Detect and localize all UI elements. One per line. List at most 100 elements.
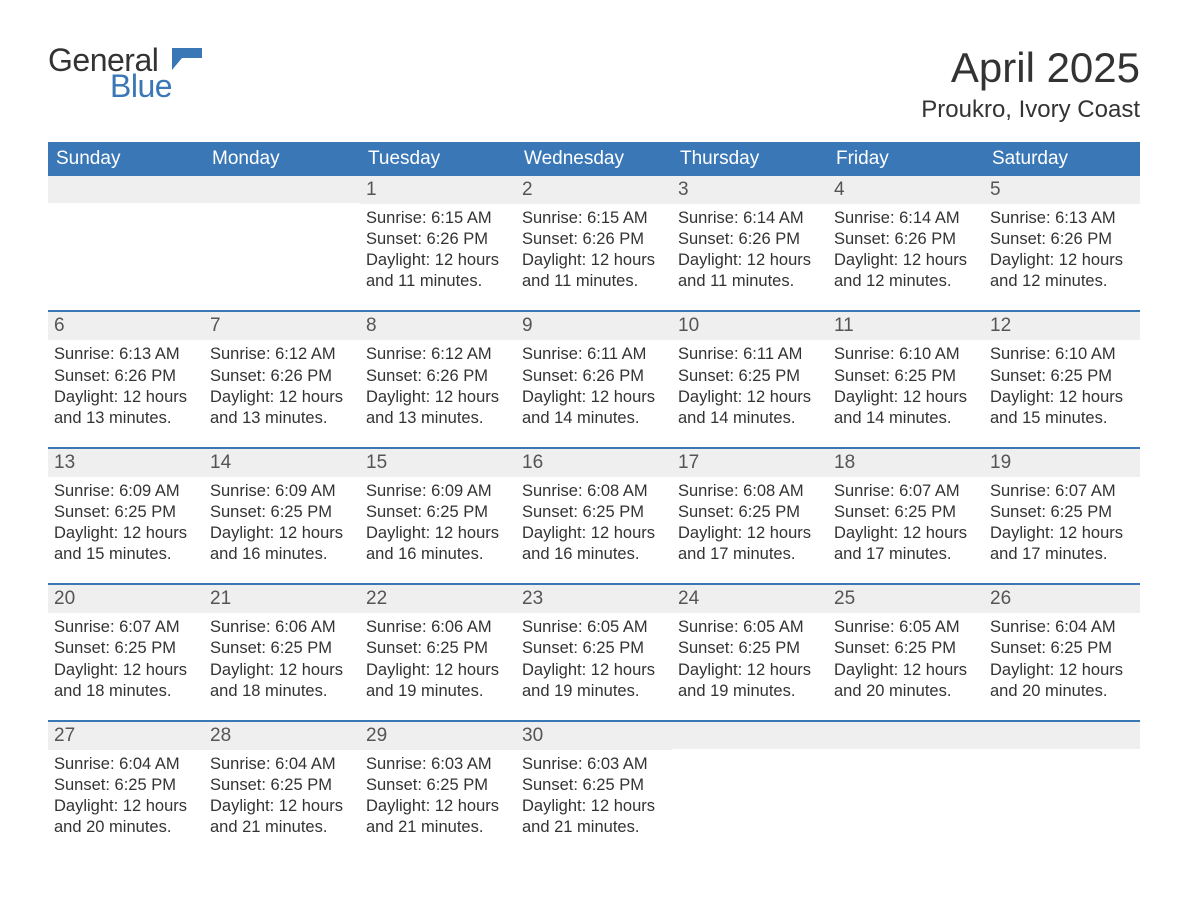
calendar-header-row: Sunday Monday Tuesday Wednesday Thursday…	[48, 142, 1140, 176]
sunset-text: Sunset: 6:26 PM	[834, 229, 978, 250]
day-details: Sunrise: 6:10 AMSunset: 6:25 PMDaylight:…	[828, 340, 984, 430]
calendar-day-cell: 24Sunrise: 6:05 AMSunset: 6:25 PMDayligh…	[672, 585, 828, 703]
day-number: 11	[828, 312, 984, 340]
sunrise-text: Sunrise: 6:03 AM	[366, 754, 510, 775]
sunrise-text: Sunrise: 6:07 AM	[834, 481, 978, 502]
sunrise-text: Sunrise: 6:15 AM	[522, 208, 666, 229]
sunrise-text: Sunrise: 6:07 AM	[990, 481, 1134, 502]
sunset-text: Sunset: 6:25 PM	[210, 502, 354, 523]
flag-icon	[172, 48, 206, 79]
sunset-text: Sunset: 6:25 PM	[522, 502, 666, 523]
daylight-text: Daylight: 12 hours and 17 minutes.	[834, 523, 978, 565]
dayname-friday: Friday	[828, 142, 984, 176]
sunrise-text: Sunrise: 6:15 AM	[366, 208, 510, 229]
day-number	[984, 722, 1140, 749]
sunset-text: Sunset: 6:25 PM	[366, 638, 510, 659]
day-number: 15	[360, 449, 516, 477]
day-details: Sunrise: 6:09 AMSunset: 6:25 PMDaylight:…	[48, 477, 204, 567]
day-details: Sunrise: 6:04 AMSunset: 6:25 PMDaylight:…	[204, 750, 360, 840]
day-number: 26	[984, 585, 1140, 613]
day-number: 6	[48, 312, 204, 340]
calendar-day-cell: 11Sunrise: 6:10 AMSunset: 6:25 PMDayligh…	[828, 312, 984, 430]
calendar-day-cell: 20Sunrise: 6:07 AMSunset: 6:25 PMDayligh…	[48, 585, 204, 703]
calendar-day-cell: 16Sunrise: 6:08 AMSunset: 6:25 PMDayligh…	[516, 449, 672, 567]
daylight-text: Daylight: 12 hours and 12 minutes.	[990, 250, 1134, 292]
calendar-day-cell: 6Sunrise: 6:13 AMSunset: 6:26 PMDaylight…	[48, 312, 204, 430]
sunset-text: Sunset: 6:26 PM	[54, 366, 198, 387]
calendar-day-cell: 26Sunrise: 6:04 AMSunset: 6:25 PMDayligh…	[984, 585, 1140, 703]
day-details: Sunrise: 6:05 AMSunset: 6:25 PMDaylight:…	[828, 613, 984, 703]
daylight-text: Daylight: 12 hours and 13 minutes.	[210, 387, 354, 429]
day-number: 16	[516, 449, 672, 477]
day-number: 25	[828, 585, 984, 613]
day-number: 20	[48, 585, 204, 613]
daylight-text: Daylight: 12 hours and 16 minutes.	[522, 523, 666, 565]
calendar-grid: Sunday Monday Tuesday Wednesday Thursday…	[48, 142, 1140, 840]
calendar-day-cell: 10Sunrise: 6:11 AMSunset: 6:25 PMDayligh…	[672, 312, 828, 430]
day-number	[204, 176, 360, 203]
daylight-text: Daylight: 12 hours and 18 minutes.	[54, 660, 198, 702]
day-number: 18	[828, 449, 984, 477]
sunrise-text: Sunrise: 6:05 AM	[678, 617, 822, 638]
sunrise-text: Sunrise: 6:14 AM	[678, 208, 822, 229]
sunset-text: Sunset: 6:25 PM	[834, 502, 978, 523]
day-number: 29	[360, 722, 516, 750]
day-details: Sunrise: 6:06 AMSunset: 6:25 PMDaylight:…	[204, 613, 360, 703]
calendar-day-cell	[204, 176, 360, 294]
day-details: Sunrise: 6:10 AMSunset: 6:25 PMDaylight:…	[984, 340, 1140, 430]
calendar-day-cell	[48, 176, 204, 294]
sunrise-text: Sunrise: 6:13 AM	[54, 344, 198, 365]
dayname-monday: Monday	[204, 142, 360, 176]
sunrise-text: Sunrise: 6:04 AM	[210, 754, 354, 775]
daylight-text: Daylight: 12 hours and 11 minutes.	[678, 250, 822, 292]
day-details: Sunrise: 6:07 AMSunset: 6:25 PMDaylight:…	[828, 477, 984, 567]
location-subtitle: Proukro, Ivory Coast	[921, 96, 1140, 124]
day-number: 7	[204, 312, 360, 340]
daylight-text: Daylight: 12 hours and 21 minutes.	[522, 796, 666, 838]
calendar-day-cell: 8Sunrise: 6:12 AMSunset: 6:26 PMDaylight…	[360, 312, 516, 430]
daylight-text: Daylight: 12 hours and 14 minutes.	[522, 387, 666, 429]
sunrise-text: Sunrise: 6:09 AM	[54, 481, 198, 502]
day-details: Sunrise: 6:06 AMSunset: 6:25 PMDaylight:…	[360, 613, 516, 703]
sunset-text: Sunset: 6:25 PM	[54, 775, 198, 796]
day-details: Sunrise: 6:13 AMSunset: 6:26 PMDaylight:…	[48, 340, 204, 430]
day-details: Sunrise: 6:03 AMSunset: 6:25 PMDaylight:…	[360, 750, 516, 840]
calendar-day-cell: 29Sunrise: 6:03 AMSunset: 6:25 PMDayligh…	[360, 722, 516, 840]
daylight-text: Daylight: 12 hours and 21 minutes.	[210, 796, 354, 838]
sunset-text: Sunset: 6:25 PM	[210, 638, 354, 659]
daylight-text: Daylight: 12 hours and 20 minutes.	[990, 660, 1134, 702]
calendar-day-cell: 13Sunrise: 6:09 AMSunset: 6:25 PMDayligh…	[48, 449, 204, 567]
day-details: Sunrise: 6:12 AMSunset: 6:26 PMDaylight:…	[204, 340, 360, 430]
dayname-wednesday: Wednesday	[516, 142, 672, 176]
sunrise-text: Sunrise: 6:13 AM	[990, 208, 1134, 229]
calendar-day-cell: 3Sunrise: 6:14 AMSunset: 6:26 PMDaylight…	[672, 176, 828, 294]
day-number: 1	[360, 176, 516, 204]
daylight-text: Daylight: 12 hours and 15 minutes.	[990, 387, 1134, 429]
sunset-text: Sunset: 6:25 PM	[990, 366, 1134, 387]
sunset-text: Sunset: 6:25 PM	[522, 638, 666, 659]
sunrise-text: Sunrise: 6:09 AM	[210, 481, 354, 502]
daylight-text: Daylight: 12 hours and 19 minutes.	[366, 660, 510, 702]
day-number: 2	[516, 176, 672, 204]
dayname-saturday: Saturday	[984, 142, 1140, 176]
day-details: Sunrise: 6:15 AMSunset: 6:26 PMDaylight:…	[516, 204, 672, 294]
sunrise-text: Sunrise: 6:10 AM	[834, 344, 978, 365]
calendar-day-cell: 27Sunrise: 6:04 AMSunset: 6:25 PMDayligh…	[48, 722, 204, 840]
day-details: Sunrise: 6:09 AMSunset: 6:25 PMDaylight:…	[204, 477, 360, 567]
day-details: Sunrise: 6:08 AMSunset: 6:25 PMDaylight:…	[516, 477, 672, 567]
day-number	[672, 722, 828, 749]
sunrise-text: Sunrise: 6:11 AM	[678, 344, 822, 365]
sunset-text: Sunset: 6:26 PM	[678, 229, 822, 250]
sunset-text: Sunset: 6:25 PM	[834, 366, 978, 387]
calendar-day-cell: 7Sunrise: 6:12 AMSunset: 6:26 PMDaylight…	[204, 312, 360, 430]
sunrise-text: Sunrise: 6:07 AM	[54, 617, 198, 638]
sunset-text: Sunset: 6:25 PM	[54, 502, 198, 523]
daylight-text: Daylight: 12 hours and 15 minutes.	[54, 523, 198, 565]
day-details: Sunrise: 6:07 AMSunset: 6:25 PMDaylight:…	[984, 477, 1140, 567]
calendar-day-cell: 12Sunrise: 6:10 AMSunset: 6:25 PMDayligh…	[984, 312, 1140, 430]
daylight-text: Daylight: 12 hours and 18 minutes.	[210, 660, 354, 702]
daylight-text: Daylight: 12 hours and 13 minutes.	[366, 387, 510, 429]
day-details: Sunrise: 6:11 AMSunset: 6:25 PMDaylight:…	[672, 340, 828, 430]
day-details: Sunrise: 6:09 AMSunset: 6:25 PMDaylight:…	[360, 477, 516, 567]
sunrise-text: Sunrise: 6:14 AM	[834, 208, 978, 229]
